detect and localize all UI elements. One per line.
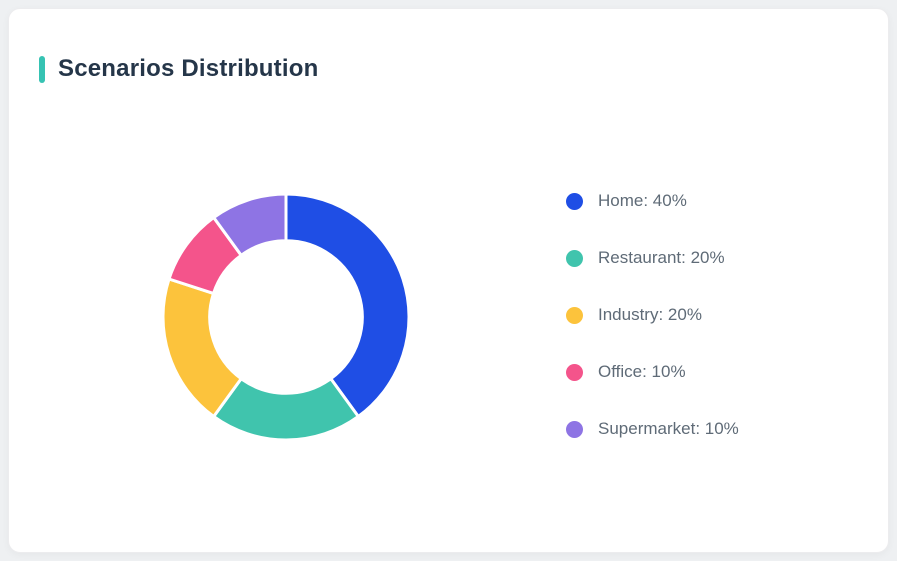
legend-item-home[interactable]: Home: 40% — [566, 189, 739, 213]
legend-dot-office-icon — [566, 363, 583, 381]
donut-chart-svg — [161, 192, 411, 442]
chart-legend: Home: 40% Restaurant: 20% Industry: 20% … — [566, 189, 739, 474]
page-title: Scenarios Distribution — [58, 55, 319, 82]
donut-segment-home[interactable] — [284, 192, 411, 419]
legend-item-industry[interactable]: Industry: 20% — [566, 303, 739, 327]
legend-label: Restaurant: 20% — [598, 248, 725, 267]
legend-dot-industry-icon — [566, 306, 583, 324]
legend-item-restaurant[interactable]: Restaurant: 20% — [566, 246, 739, 270]
scenarios-distribution-card: Scenarios Distribution Home: 40% Restaur… — [8, 8, 889, 553]
legend-label: Industry: 20% — [598, 305, 702, 324]
donut-chart — [136, 167, 436, 467]
legend-dot-home-icon — [566, 192, 583, 210]
legend-label: Office: 10% — [598, 362, 686, 381]
card-header: Scenarios Distribution — [9, 9, 888, 83]
legend-label: Home: 40% — [598, 191, 687, 210]
donut-segment-industry[interactable] — [161, 277, 243, 419]
legend-label: Supermarket: 10% — [598, 419, 739, 438]
donut-segment-supermarket[interactable] — [212, 192, 288, 257]
title-accent-bar-icon — [39, 55, 45, 83]
legend-item-supermarket[interactable]: Supermarket: 10% — [566, 417, 739, 441]
legend-dot-supermarket-icon — [566, 420, 583, 438]
legend-item-office[interactable]: Office: 10% — [566, 360, 739, 384]
legend-dot-restaurant-icon — [566, 249, 583, 267]
